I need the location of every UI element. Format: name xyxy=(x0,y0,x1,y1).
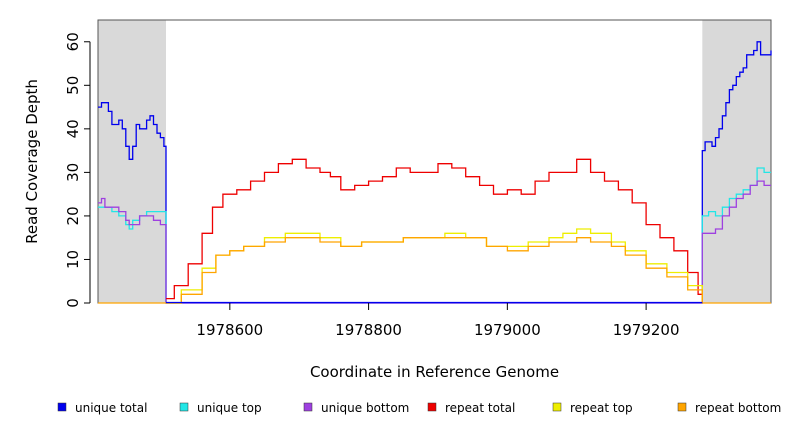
legend-swatch xyxy=(427,402,437,412)
legend-swatch xyxy=(552,402,562,412)
series-line-repeat-top xyxy=(166,228,703,304)
legend-label: repeat bottom xyxy=(695,401,781,415)
x-axis: 1978600 1978800 1979000 1979200 xyxy=(196,303,680,339)
plot-frame xyxy=(97,19,772,304)
legend-label: repeat top xyxy=(570,401,633,415)
y-tick-label-40: 40 xyxy=(64,119,82,138)
legend-item-repeat-bottom: repeat bottom xyxy=(677,401,781,415)
series-line-unique-bottom xyxy=(98,180,771,304)
series-line-unique-top xyxy=(98,167,771,304)
y-axis: 0 10 20 30 40 50 60 xyxy=(64,32,91,308)
legend-swatch xyxy=(303,402,313,412)
y-tick-label-50: 50 xyxy=(64,76,82,95)
y-tick-label-0: 0 xyxy=(64,298,82,308)
legend-label: unique bottom xyxy=(321,401,409,415)
legend: unique total unique top unique bottom repea… xyxy=(57,401,781,415)
legend-item-unique-total: unique total xyxy=(57,401,147,415)
shaded-region-1 xyxy=(98,20,166,303)
legend-item-unique-bottom: unique bottom xyxy=(303,401,409,415)
legend-item-repeat-total: repeat total xyxy=(427,401,515,415)
y-axis-label: Read Coverage Depth xyxy=(23,79,41,244)
legend-label: unique top xyxy=(197,401,262,415)
y-tick-label-20: 20 xyxy=(64,206,82,225)
legend-swatch xyxy=(677,402,687,412)
x-tick-label-1978800: 1978800 xyxy=(335,321,402,339)
legend-label: unique total xyxy=(75,401,147,415)
series-lines xyxy=(98,41,772,304)
series-line-repeat-bottom xyxy=(98,237,771,304)
x-tick-label-1978600: 1978600 xyxy=(196,321,263,339)
y-tick-label-60: 60 xyxy=(64,32,82,51)
legend-swatch xyxy=(179,402,189,412)
shaded-region-2 xyxy=(702,20,771,303)
legend-item-repeat-top: repeat top xyxy=(552,401,633,415)
y-tick-label-30: 30 xyxy=(64,163,82,182)
shaded-regions xyxy=(98,20,771,303)
x-tick-label-1979200: 1979200 xyxy=(613,321,680,339)
y-tick-label-10: 10 xyxy=(64,250,82,269)
legend-swatch xyxy=(57,402,67,412)
x-tick-label-1979000: 1979000 xyxy=(474,321,541,339)
x-axis-label: Coordinate in Reference Genome xyxy=(310,363,559,381)
legend-item-unique-top: unique top xyxy=(179,401,262,415)
legend-label: repeat total xyxy=(445,401,515,415)
series-line-repeat-total xyxy=(166,158,703,303)
